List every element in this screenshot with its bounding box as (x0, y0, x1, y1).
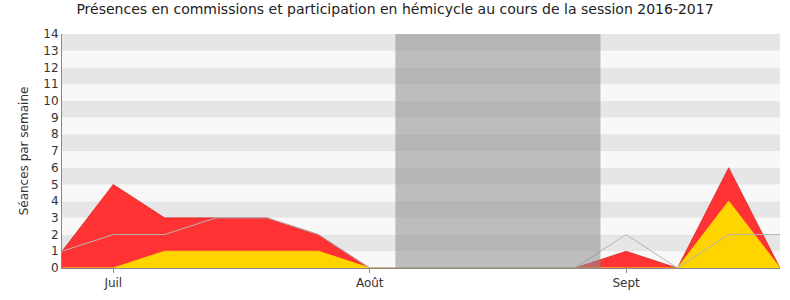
svg-text:8: 8 (51, 127, 59, 141)
svg-text:Séances par semaine: Séances par semaine (17, 87, 31, 216)
svg-text:12: 12 (43, 61, 58, 75)
svg-text:4: 4 (51, 194, 59, 208)
svg-text:11: 11 (43, 77, 58, 91)
svg-text:2: 2 (51, 228, 59, 242)
svg-text:3: 3 (51, 211, 59, 225)
svg-text:13: 13 (43, 44, 58, 58)
svg-text:10: 10 (43, 94, 58, 108)
svg-text:0: 0 (51, 261, 59, 275)
svg-text:1: 1 (51, 244, 59, 258)
svg-text:9: 9 (51, 111, 59, 125)
svg-text:7: 7 (51, 144, 59, 158)
svg-text:Sept: Sept (612, 276, 640, 290)
svg-text:Présences en commissions et pa: Présences en commissions et participatio… (76, 1, 713, 17)
svg-text:14: 14 (43, 27, 58, 41)
svg-text:Août: Août (356, 276, 384, 290)
svg-text:5: 5 (51, 178, 59, 192)
svg-text:Juil: Juil (103, 276, 122, 290)
svg-text:6: 6 (51, 161, 59, 175)
